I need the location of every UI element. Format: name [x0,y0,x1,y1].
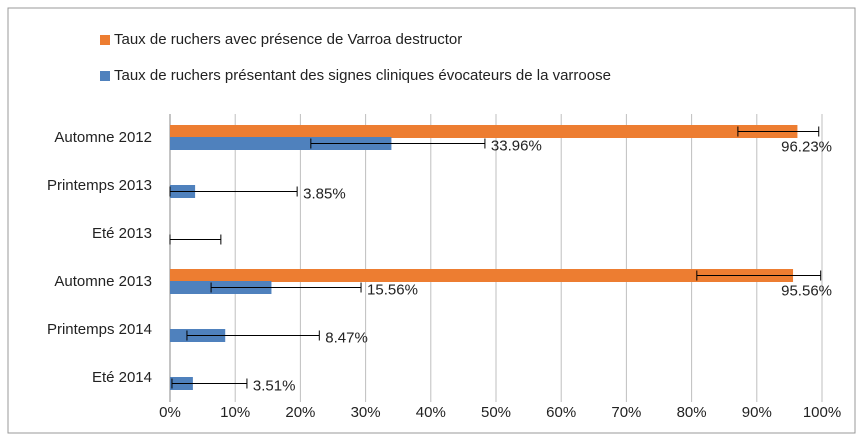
bar [170,137,392,150]
x-tick-label: 0% [159,404,181,421]
bar [170,125,798,138]
data-label: 15.56% [367,281,418,298]
y-tick-label: Printemps 2013 [47,177,152,194]
bar [170,269,794,282]
y-tick-label: Eté 2014 [92,369,152,386]
x-tick-label: 60% [546,404,576,421]
data-label: 96.23% [781,138,832,155]
x-tick-label: 30% [351,404,381,421]
y-tick-label: Automne 2013 [54,273,152,290]
data-label: 95.56% [781,282,832,299]
x-tick-label: 40% [416,404,446,421]
x-tick-label: 50% [481,404,511,421]
y-tick-label: Automne 2012 [54,129,152,146]
legend-label: Taux de ruchers avec présence de Varroa … [114,31,462,48]
legend-label: Taux de ruchers présentant des signes cl… [114,67,611,84]
data-label: 8.47% [325,329,368,346]
data-label: 3.51% [253,377,296,394]
legend-swatch [100,35,110,45]
x-tick-label: 70% [611,404,641,421]
chart-border [7,7,856,434]
x-tick-label: 90% [742,404,772,421]
x-tick-label: 10% [220,404,250,421]
y-tick-label: Eté 2013 [92,225,152,242]
data-label: 33.96% [491,137,542,154]
x-tick-label: 100% [803,404,841,421]
x-tick-label: 80% [677,404,707,421]
x-tick-label: 20% [285,404,315,421]
data-label: 3.85% [303,185,346,202]
legend-swatch [100,71,110,81]
y-tick-label: Printemps 2014 [47,321,152,338]
